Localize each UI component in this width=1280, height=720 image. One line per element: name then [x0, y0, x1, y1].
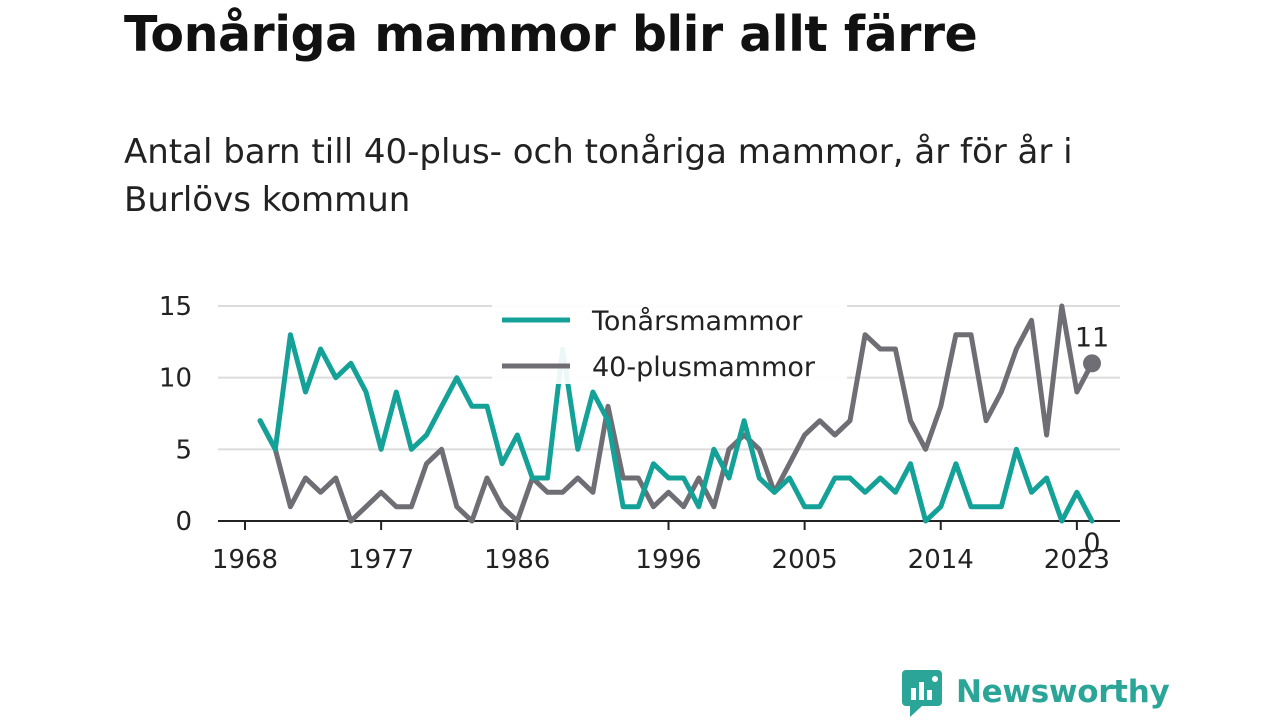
- x-tick-label-2014: 2014: [908, 545, 974, 575]
- x-tick-label-1986: 1986: [484, 545, 550, 575]
- chart-subtitle: Antal barn till 40-plus- och tonåriga ma…: [124, 132, 1073, 220]
- series-line-tonarsmammor: [257, 332, 1095, 524]
- newsworthy-logo-text: Newsworthy: [956, 674, 1170, 710]
- y-tick-label-15: 15: [159, 292, 192, 322]
- y-tick-label-5: 5: [175, 435, 192, 465]
- newsworthy-logo-icon: [902, 670, 942, 717]
- end-label-tonarsmammor: 0: [1083, 528, 1100, 559]
- chart-title: Tonåriga mammor blir allt färre: [124, 6, 978, 63]
- x-tick-label-2005: 2005: [772, 545, 838, 575]
- x-tick-label-1968: 1968: [212, 545, 278, 575]
- legend-label-1: 40-plusmammor: [592, 352, 816, 383]
- x-tick-label-1977: 1977: [348, 545, 414, 575]
- newsworthy-logo: Newsworthy: [902, 670, 1170, 720]
- legend-background: [492, 296, 847, 384]
- y-tick-label-10: 10: [159, 364, 192, 394]
- x-tick-label-2023: 2023: [1044, 545, 1110, 575]
- end-point-40-plusmammor: [1083, 354, 1101, 373]
- series-line-40-plusmammor: [257, 303, 1095, 524]
- x-tick-label-1996: 1996: [635, 545, 701, 575]
- y-tick-label-0: 0: [175, 507, 192, 537]
- legend-label-0: Tonårsmammor: [591, 306, 803, 337]
- end-label-40-plusmammor: 11: [1075, 322, 1109, 353]
